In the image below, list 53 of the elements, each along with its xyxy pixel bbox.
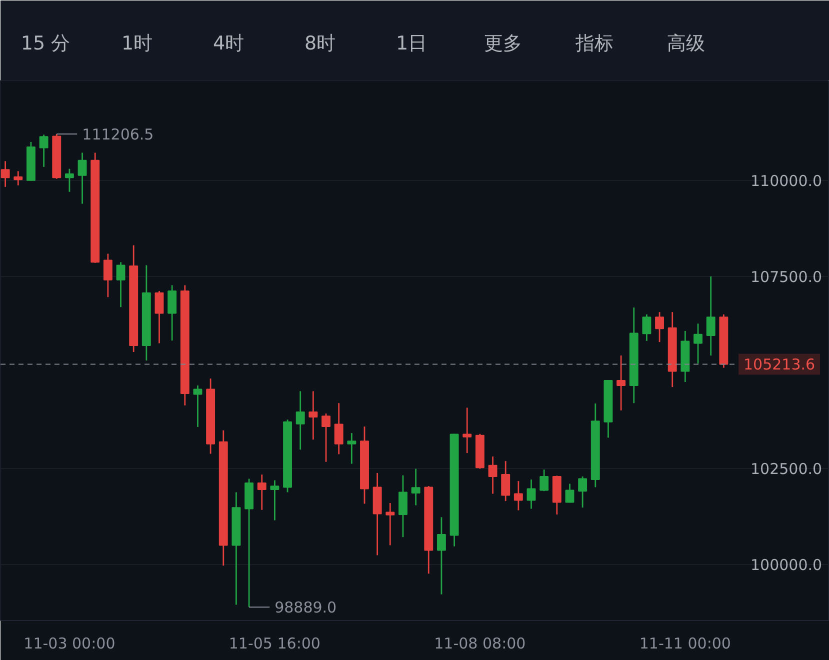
candlestick xyxy=(154,290,164,344)
candlestick xyxy=(411,468,420,506)
text: 1时 xyxy=(121,32,153,54)
candlestick xyxy=(296,390,305,450)
candlestick xyxy=(386,502,395,546)
candlestick xyxy=(642,314,652,342)
candlestick xyxy=(64,168,74,193)
text: 1日 xyxy=(396,32,428,54)
candlestick xyxy=(308,390,318,440)
candlestick xyxy=(14,170,23,186)
candlestick xyxy=(257,474,266,511)
text: 15 分 xyxy=(20,32,70,54)
candlestick xyxy=(488,456,498,494)
y-tick-label: 100000.0 xyxy=(750,556,822,574)
candlestick xyxy=(578,476,588,508)
y-tick-label: 102500.0 xyxy=(750,460,822,478)
text: 4时 xyxy=(212,32,244,54)
candlestick xyxy=(694,322,702,364)
candlestick xyxy=(322,412,330,463)
x-tick-label: 11-05 16:00 xyxy=(228,634,320,652)
candlestick xyxy=(565,483,574,504)
x-tick-label: 11-03 00:00 xyxy=(24,634,116,652)
candlestick xyxy=(526,478,536,510)
candlestick xyxy=(436,516,446,596)
candlestick xyxy=(540,468,549,492)
candlestick xyxy=(616,354,626,412)
candlestick xyxy=(39,134,48,168)
candlestick xyxy=(193,384,202,428)
candlestick xyxy=(0,160,10,188)
candlestick xyxy=(398,474,408,538)
candlestick xyxy=(655,311,664,343)
y-tick-label: 107500.0 xyxy=(750,268,822,286)
candlestick xyxy=(706,276,716,356)
candlestick xyxy=(78,152,87,204)
candlestick xyxy=(347,432,356,464)
annotation: 98889.0 xyxy=(274,598,337,617)
x-tick-label: 11-08 08:00 xyxy=(434,634,526,652)
x-tick-label: 11-11 00:00 xyxy=(639,634,731,652)
candlestick xyxy=(270,480,280,521)
candlestick xyxy=(103,253,112,298)
candlestick xyxy=(501,460,510,502)
annotation: 111206.5 xyxy=(82,126,154,144)
candlestick xyxy=(116,261,126,308)
text: 更多 xyxy=(484,32,522,54)
text: 高级 xyxy=(667,32,705,54)
y-tick-label: 110000.0 xyxy=(750,172,822,190)
text: 指标 xyxy=(574,32,614,54)
candlestick xyxy=(514,480,523,511)
candlestick xyxy=(334,402,344,455)
ref-line-label: 105213.6 xyxy=(744,356,816,374)
candlestick xyxy=(168,284,177,342)
text: 8时 xyxy=(304,32,336,54)
candlestick xyxy=(462,407,472,454)
